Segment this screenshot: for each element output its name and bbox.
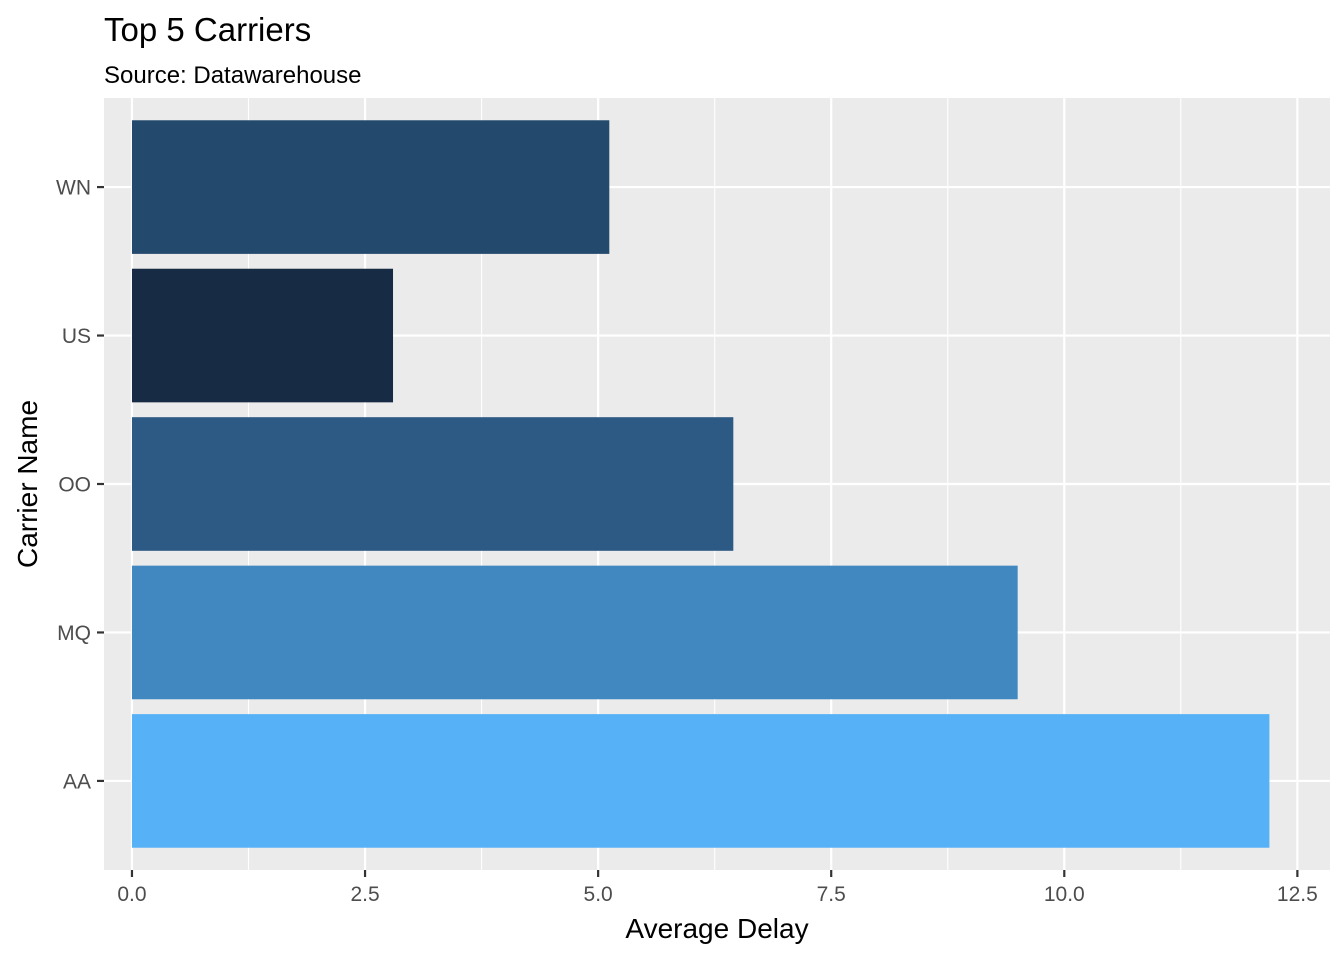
x-axis-title: Average Delay (625, 913, 808, 944)
x-tick-label: 5.0 (584, 883, 613, 906)
y-axis: AA MQ OO US WN (56, 177, 104, 793)
bar-us (131, 268, 394, 403)
y-tick-label: OO (58, 474, 91, 497)
y-tick-label: US (62, 325, 91, 348)
bar-oo (131, 417, 734, 551)
x-tick-label: 12.5 (1277, 883, 1318, 906)
bar-wn (131, 120, 610, 254)
x-tick-label: 7.5 (817, 883, 846, 906)
y-tick-label: MQ (57, 622, 91, 645)
bars (131, 120, 1270, 848)
x-tick-label: 0.0 (117, 883, 146, 906)
y-tick-label: WN (56, 177, 91, 200)
x-tick-label: 10.0 (1044, 883, 1085, 906)
y-tick-label: AA (63, 770, 91, 793)
bar-aa (131, 714, 1270, 848)
chart-subtitle: Source: Datawarehouse (104, 62, 361, 89)
bar-mq (131, 565, 1018, 700)
chart-title: Top 5 Carriers (104, 11, 311, 48)
x-tick-label: 2.5 (350, 883, 379, 906)
y-axis-title: Carrier Name (12, 400, 43, 568)
x-axis: 0.0 2.5 5.0 7.5 10.0 12.5 (117, 870, 1318, 906)
